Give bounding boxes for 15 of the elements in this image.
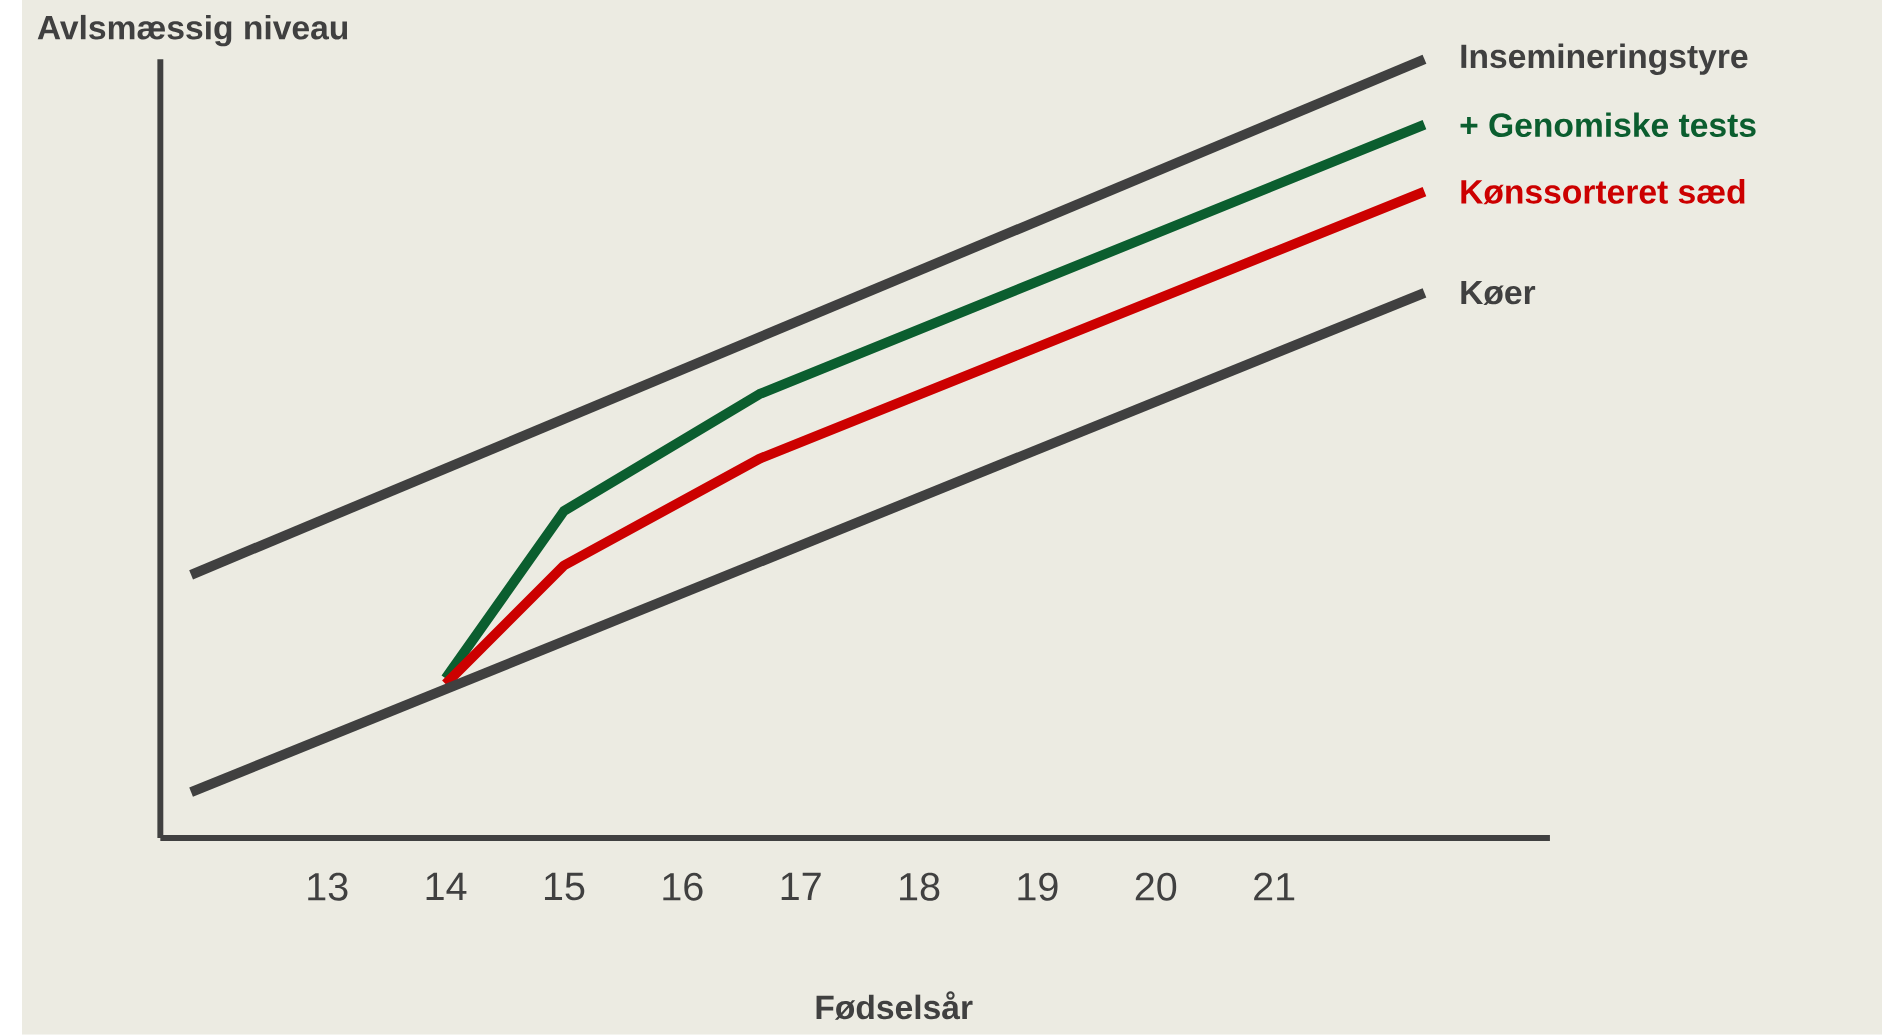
series-label: Køer [1461, 281, 1536, 306]
x-tick-label: 16 [663, 872, 703, 901]
series-label: + Genomiske tests [1460, 112, 1756, 138]
x-tick-label: 21 [1254, 872, 1295, 901]
y-axis-title: Avlsmæssig niveau [37, 15, 348, 47]
x-tick-label: 17 [781, 872, 821, 901]
x-tick-label: 15 [544, 872, 585, 901]
series-label: Insemineringstyre [1461, 43, 1748, 76]
x-tick-label: 14 [426, 872, 467, 901]
x-tick-label: 18 [900, 872, 940, 901]
series-label: Kønssorteret sæd [1461, 179, 1745, 205]
x-axis-title: Fødselsår [816, 991, 973, 1020]
x-tick-label: 20 [1135, 872, 1177, 901]
x-tick-label: 13 [308, 872, 348, 901]
x-tick-label: 19 [1018, 872, 1058, 901]
